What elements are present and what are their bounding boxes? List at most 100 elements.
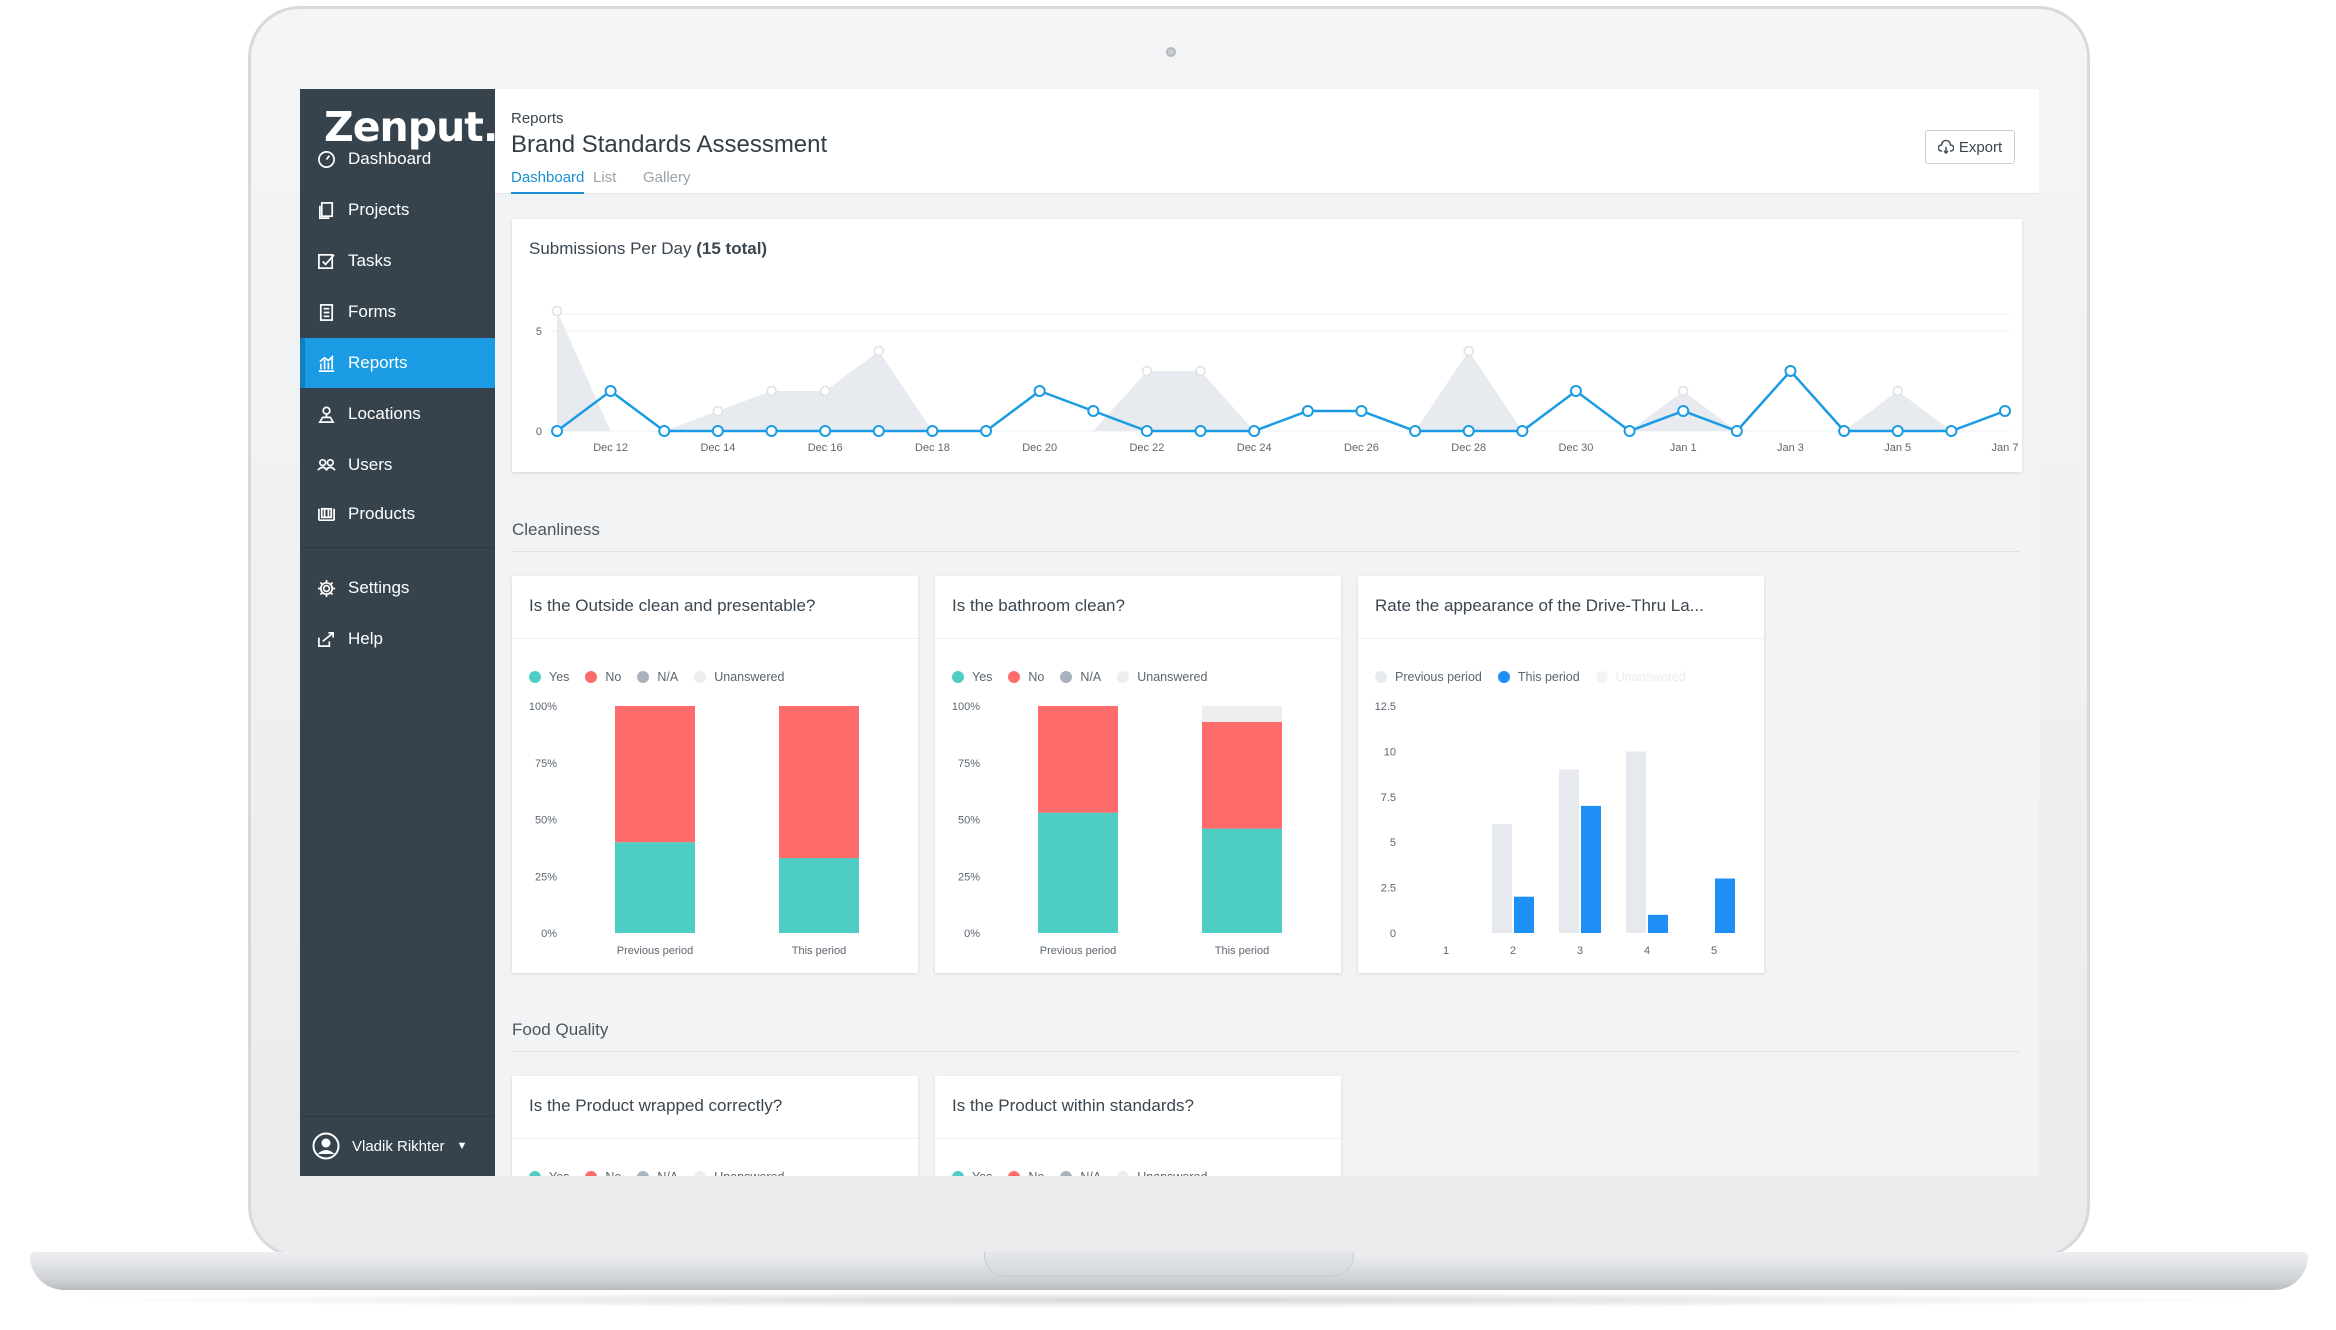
drive-thru-bar-chart: 0 2.5 5 7.5 10 12.5 1 2 3 4 5: [1375, 701, 1735, 957]
previous-period-point: [551, 305, 563, 317]
bar-no-segment: [1038, 706, 1118, 813]
x-tick-label: Dec 30: [1559, 442, 1594, 454]
previous-period-point: [1892, 385, 1903, 397]
sidebar-item-label: Forms: [348, 302, 397, 321]
legend-previous-period[interactable]: Previous period: [1375, 670, 1482, 684]
bar-this-period: [1514, 896, 1534, 933]
submissions-point: [658, 425, 671, 437]
y-tick-label: 2.5: [1381, 883, 1396, 895]
legend-unanswered[interactable]: Unanswered: [694, 670, 784, 684]
camera-icon: [1166, 47, 1176, 57]
tab-gallery[interactable]: Gallery: [643, 169, 691, 186]
sidebar-item-settings[interactable]: Settings: [300, 563, 495, 613]
sidebar-item-label: Locations: [348, 404, 421, 423]
previous-period-point: [1141, 365, 1153, 377]
chart-legend: Yes No N/A Unanswered: [952, 670, 1207, 684]
submissions-point: [1945, 425, 1958, 437]
sidebar-item-dashboard[interactable]: Dashboard: [300, 134, 495, 184]
sidebar-item-help[interactable]: Help: [300, 614, 495, 664]
x-tick-label: Previous period: [1040, 945, 1116, 957]
locations-icon: [316, 404, 336, 424]
submissions-point: [1248, 425, 1261, 437]
submissions-point: [551, 425, 563, 437]
submissions-point: [1194, 425, 1207, 437]
card-title: Is the bathroom clean?: [952, 596, 1125, 615]
page-title: Brand Standards Assessment: [511, 131, 828, 158]
export-button[interactable]: Export: [1925, 130, 2015, 164]
sidebar-item-products[interactable]: Products: [300, 489, 495, 539]
sidebar-item-forms[interactable]: Forms: [300, 287, 495, 337]
page-header: Reports Brand Standards Assessment Dashb…: [495, 89, 2039, 194]
user-menu[interactable]: Vladik Rikhter ▼: [300, 1116, 495, 1176]
legend-no[interactable]: No: [1008, 670, 1044, 684]
submissions-point: [1301, 405, 1314, 417]
previous-period-point: [712, 405, 724, 417]
sidebar-item-label: Reports: [348, 353, 408, 372]
bar-previous-period: [1626, 751, 1646, 933]
outside-bar-chart: 0% 25% 50% 75% 100% Previous period This perio…: [529, 701, 859, 957]
breadcrumb[interactable]: Reports: [511, 110, 564, 127]
submissions-point: [711, 425, 724, 437]
legend-yes[interactable]: Yes: [952, 670, 992, 684]
x-tick-label: Dec 22: [1129, 442, 1164, 454]
legend-na[interactable]: N/A: [1060, 670, 1101, 684]
legend-unanswered[interactable]: Unanswered: [1117, 670, 1207, 684]
laptop-notch: [984, 1252, 1354, 1277]
legend-unanswered[interactable]: Unanswered: [694, 1170, 784, 1176]
legend-no[interactable]: No: [585, 670, 621, 684]
x-tick-label: Previous period: [617, 945, 693, 957]
legend-yes[interactable]: Yes: [529, 1170, 569, 1176]
sidebar-item-projects[interactable]: Projects: [300, 185, 495, 235]
legend-no[interactable]: No: [1008, 1170, 1044, 1176]
card-divider: [935, 1138, 1341, 1139]
x-tick-label: Dec 20: [1022, 442, 1057, 454]
chart-legend: Yes No N/A Unanswered: [952, 1170, 1207, 1176]
legend-this-period[interactable]: This period: [1497, 670, 1580, 684]
sidebar-item-locations[interactable]: Locations: [300, 389, 495, 439]
tab-list[interactable]: List: [593, 169, 617, 186]
tasks-icon: [316, 251, 336, 271]
zenput-logo[interactable]: Zenput.: [324, 103, 498, 151]
x-tick-label: 2: [1510, 945, 1516, 957]
submissions-title: Submissions Per Day (15 total): [529, 239, 768, 258]
legend-na[interactable]: N/A: [637, 1170, 678, 1176]
sidebar-item-users[interactable]: Users: [300, 440, 495, 490]
legend-unanswered[interactable]: Unanswered: [1117, 1170, 1207, 1176]
legend-yes[interactable]: Yes: [952, 1170, 992, 1176]
x-tick-label: Dec 12: [593, 442, 628, 454]
bar-yes-segment: [615, 842, 695, 933]
legend-na[interactable]: N/A: [1060, 1170, 1101, 1176]
sidebar-item-label: Settings: [348, 578, 410, 597]
submissions-point: [819, 425, 832, 437]
app-screen: Zenput. Dashboard Projects Tasks Forms R…: [300, 89, 2039, 1176]
tab-dashboard[interactable]: Dashboard: [511, 169, 585, 194]
chart-legend: Yes No N/A Unanswered: [529, 670, 784, 684]
standards-card: Is the Product within standards? Yes No …: [935, 1076, 1341, 1176]
legend-yes[interactable]: Yes: [529, 670, 569, 684]
legend-no[interactable]: No: [585, 1170, 621, 1176]
legend-na[interactable]: N/A: [637, 670, 678, 684]
x-tick-label: Jan 5: [1884, 442, 1911, 454]
previous-period-point: [819, 385, 831, 397]
y-tick-label: 50%: [958, 815, 980, 827]
bathroom-bar-chart: 0% 25% 50% 75% 100% Previous period This perio…: [952, 701, 1282, 957]
x-tick-label: This period: [1215, 945, 1269, 957]
chevron-down-icon[interactable]: ▼: [456, 1140, 468, 1152]
bar-previous-period: [1492, 824, 1512, 933]
card-divider: [935, 638, 1341, 639]
bar-no-segment: [1202, 721, 1282, 829]
reports-icon: [316, 353, 336, 373]
bar-yes-segment: [779, 858, 859, 933]
users-icon: [316, 455, 336, 475]
bar-no-segment: [615, 706, 695, 843]
submissions-point: [1409, 425, 1422, 437]
x-tick-label: Dec 28: [1451, 442, 1486, 454]
section-divider: [512, 551, 2020, 552]
sidebar-item-tasks[interactable]: Tasks: [300, 236, 495, 286]
chart-legend: Previous period This period Unanswered: [1375, 670, 1686, 684]
card-title: Is the Product wrapped correctly?: [529, 1096, 783, 1115]
bar-yes-segment: [1202, 828, 1282, 933]
legend-unanswered[interactable]: Unanswered: [1595, 670, 1686, 684]
sidebar: Zenput. Dashboard Projects Tasks Forms R…: [300, 89, 498, 1176]
sidebar-item-reports[interactable]: Reports: [300, 338, 495, 388]
